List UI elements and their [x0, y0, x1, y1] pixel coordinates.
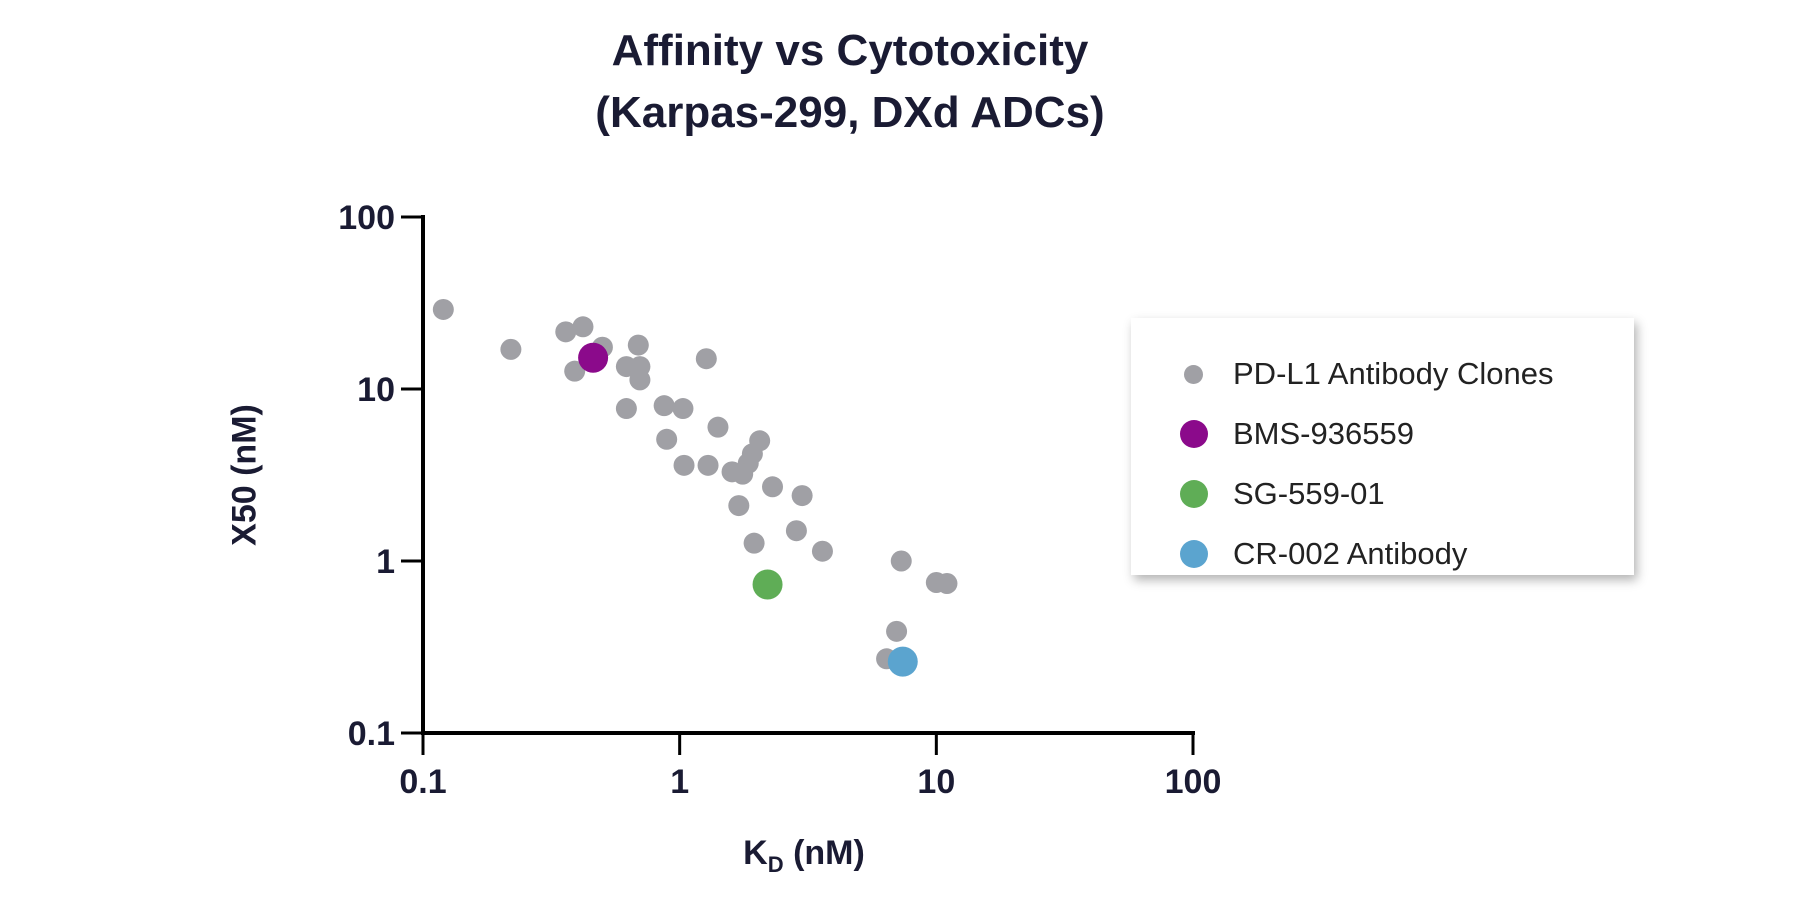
- y-tick-label: 100: [338, 199, 395, 237]
- legend-marker-gray: [1184, 365, 1203, 384]
- data-point-clone: [615, 398, 637, 420]
- data-point-clone: [791, 485, 813, 507]
- data-point-clone: [432, 298, 454, 320]
- data-point-clone: [811, 540, 833, 562]
- legend-marker-purple: [1180, 420, 1208, 448]
- data-point-clone: [673, 454, 695, 476]
- data-point-clone: [629, 369, 651, 391]
- x-tick-label: 0.1: [399, 763, 446, 801]
- data-point-clone: [890, 550, 912, 572]
- legend-label: CR-002 Antibody: [1233, 536, 1468, 571]
- x-axis-label-main: K: [743, 834, 768, 872]
- x-tick-label: 100: [1165, 763, 1222, 801]
- y-tick-label: 0.1: [348, 715, 395, 753]
- data-point-clone: [564, 360, 586, 382]
- x-axis-label-suffix: (nM): [783, 834, 865, 872]
- x-axis-label-subscript: D: [767, 852, 784, 877]
- legend-marker-green: [1180, 480, 1208, 508]
- data-point-bms-936559: [578, 342, 609, 373]
- data-point-sg-559-01: [752, 569, 783, 600]
- data-point-clone: [572, 316, 594, 338]
- data-point-clone: [500, 338, 522, 360]
- data-point-clone: [936, 572, 958, 594]
- data-point-clone: [627, 334, 649, 356]
- data-point-clone: [732, 463, 754, 485]
- data-point-clone: [728, 495, 750, 517]
- data-point-clone: [707, 416, 729, 438]
- data-point-clone: [695, 348, 717, 370]
- data-point-cr-002-antibody: [887, 646, 918, 677]
- legend: PD-L1 Antibody Clones BMS-936559 SG-559-…: [1131, 318, 1634, 575]
- legend-label: PD-L1 Antibody Clones: [1233, 356, 1554, 391]
- data-point-clone: [697, 454, 719, 476]
- y-tick-label: 1: [376, 543, 395, 581]
- data-point-clone: [886, 620, 908, 642]
- data-point-clone: [743, 532, 765, 554]
- legend-label: BMS-936559: [1233, 416, 1414, 451]
- data-point-clone: [785, 520, 807, 542]
- x-tick-label: 1: [670, 763, 689, 801]
- x-tick-label: 10: [917, 763, 955, 801]
- chart-title-line-1: Affinity vs Cytotoxicity: [611, 26, 1089, 75]
- chart-title-line-2: (Karpas-299, DXd ADCs): [595, 88, 1105, 137]
- y-tick-label: 10: [357, 371, 395, 409]
- legend-marker-blue: [1180, 540, 1208, 568]
- data-point-clone: [555, 321, 577, 343]
- legend-label: SG-559-01: [1233, 476, 1385, 511]
- x-axis-label: KD (nM): [743, 834, 865, 878]
- data-point-clone: [656, 428, 678, 450]
- y-axis-label: X50 (nM): [225, 404, 264, 546]
- data-point-clone: [672, 398, 694, 420]
- data-point-clone: [762, 476, 784, 498]
- data-point-clone: [653, 395, 675, 417]
